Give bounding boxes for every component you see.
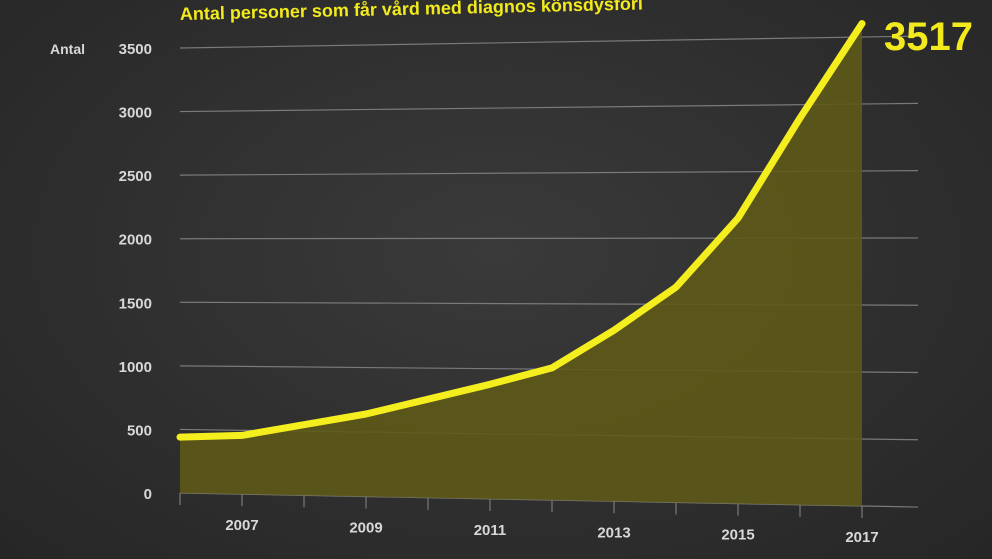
y-tick-label: 2000 bbox=[119, 232, 152, 249]
x-tick-label: 2011 bbox=[474, 522, 507, 539]
area-fill bbox=[180, 23, 862, 506]
x-axis-tick-labels: 2007 2009 2011 2013 2015 2017 bbox=[225, 517, 878, 546]
y-tick-label: 1000 bbox=[119, 359, 152, 376]
series-line bbox=[176, 20, 866, 441]
series-path bbox=[176, 20, 866, 441]
x-axis-ticks bbox=[179, 493, 863, 518]
gridline bbox=[179, 102, 919, 113]
y-tick-label: 3000 bbox=[119, 105, 152, 122]
gridline bbox=[179, 35, 919, 49]
grid bbox=[179, 35, 919, 508]
x-tick-label: 2009 bbox=[349, 520, 382, 537]
area-shape bbox=[180, 23, 862, 506]
x-tick-label: 2017 bbox=[845, 529, 878, 546]
y-axis-tick-labels: 0 500 1000 1500 2000 2500 3000 3500 bbox=[119, 41, 152, 503]
y-tick-label: 2500 bbox=[119, 168, 152, 185]
x-tick-label: 2007 bbox=[225, 517, 258, 534]
y-axis-label: Antal bbox=[50, 41, 85, 57]
y-tick-label: 1500 bbox=[119, 295, 152, 312]
y-tick-label: 500 bbox=[127, 422, 152, 439]
chart-title: Antal personer som får vård med diagnos … bbox=[180, 0, 643, 24]
y-tick-label: 3500 bbox=[119, 41, 152, 58]
x-tick-label: 2013 bbox=[597, 524, 630, 541]
x-tick-label: 2015 bbox=[721, 527, 754, 544]
y-tick-label: 0 bbox=[144, 486, 152, 503]
last-value-label: 3517 bbox=[884, 15, 973, 59]
